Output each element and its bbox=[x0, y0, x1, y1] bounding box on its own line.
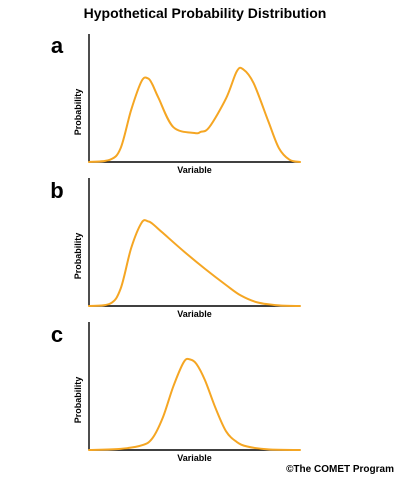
panel-b: b Variable Probability bbox=[50, 178, 301, 319]
distribution-curve bbox=[88, 66, 301, 163]
figure-title: Hypothetical Probability Distribution bbox=[83, 5, 327, 21]
y-axis-label: Probability bbox=[73, 233, 83, 280]
distribution-curve bbox=[88, 357, 301, 451]
y-axis-label: Probability bbox=[73, 377, 83, 424]
x-axis-label: Variable bbox=[177, 453, 212, 463]
credit-text: ©The COMET Program bbox=[286, 464, 394, 475]
x-axis-label: Variable bbox=[177, 165, 212, 175]
panel-label-b: b bbox=[50, 178, 63, 203]
panel-c: c Variable Probability bbox=[51, 322, 301, 463]
distribution-curve bbox=[88, 219, 301, 307]
panel-a: a Variable Probability bbox=[51, 33, 301, 175]
y-axis-label: Probability bbox=[73, 89, 83, 136]
panel-label-a: a bbox=[51, 33, 64, 58]
x-axis-label: Variable bbox=[177, 309, 212, 319]
panel-label-c: c bbox=[51, 322, 63, 347]
